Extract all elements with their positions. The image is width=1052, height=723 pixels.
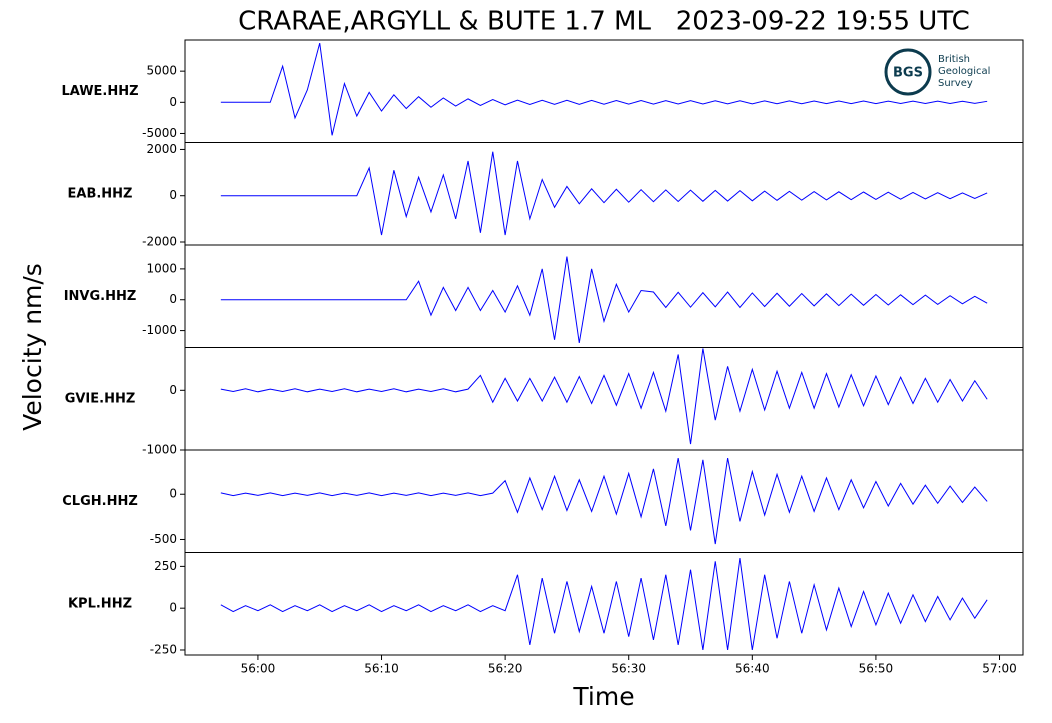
y-tick-label: -5000 <box>142 126 177 140</box>
chart-title: CRARAE,ARGYLL & BUTE 1.7 ML 2023-09-22 1… <box>238 7 970 37</box>
panel-label: KPL.HHZ <box>68 596 132 611</box>
logo: BGS British Geological Survey <box>884 48 990 96</box>
y-tick-label: 0 <box>169 383 177 397</box>
x-tick-label: 56:20 <box>488 662 523 676</box>
panel-frame <box>184 552 1024 656</box>
logo-text: British <box>938 54 970 65</box>
y-tick-label: -1000 <box>142 323 177 337</box>
y-tick-label: 5000 <box>146 64 177 78</box>
y-tick-label: 0 <box>169 292 177 306</box>
logo-text: Survey <box>938 78 973 89</box>
x-tick-label: 56:40 <box>735 662 770 676</box>
y-tick-label: 250 <box>154 559 177 573</box>
panel-frame <box>184 347 1024 451</box>
y-tick-label: -1000 <box>142 443 177 457</box>
y-tick-label: 1000 <box>146 261 177 275</box>
y-axis-label: Velocity nm/s <box>18 263 47 431</box>
y-tick-label: 0 <box>169 95 177 109</box>
x-tick-label: 56:00 <box>241 662 276 676</box>
panel-frame <box>184 142 1024 246</box>
waveform <box>220 256 988 344</box>
waveform <box>220 348 988 445</box>
panel-label: GVIE.HHZ <box>65 391 136 406</box>
waveform <box>220 42 988 136</box>
waveform <box>220 557 988 651</box>
y-tick-label: 2000 <box>146 142 177 156</box>
y-tick-label: 0 <box>169 188 177 202</box>
panel-label: LAWE.HHZ <box>61 84 138 99</box>
x-tick-label: 56:10 <box>364 662 399 676</box>
y-tick-label: -250 <box>150 642 177 656</box>
x-tick-label: 57:00 <box>982 662 1017 676</box>
waveform <box>220 151 988 236</box>
y-tick-label: 0 <box>169 487 177 501</box>
panel-label: CLGH.HHZ <box>62 494 138 509</box>
panel-label: EAB.HHZ <box>68 186 133 201</box>
y-tick-label: -2000 <box>142 234 177 248</box>
x-tick-label: 56:50 <box>859 662 894 676</box>
x-tick-label: 56:30 <box>611 662 646 676</box>
panel-frame <box>184 244 1024 348</box>
logo-abbr: BGS <box>893 66 923 81</box>
x-axis-label: Time <box>572 682 634 711</box>
panel-frame <box>184 449 1024 553</box>
waveform <box>220 457 988 545</box>
logo-ring <box>884 48 932 96</box>
logo-text: Geological <box>938 66 990 77</box>
panel-label: INVG.HHZ <box>64 289 137 304</box>
y-tick-label: 0 <box>169 601 177 615</box>
y-tick-label: -500 <box>150 532 177 546</box>
